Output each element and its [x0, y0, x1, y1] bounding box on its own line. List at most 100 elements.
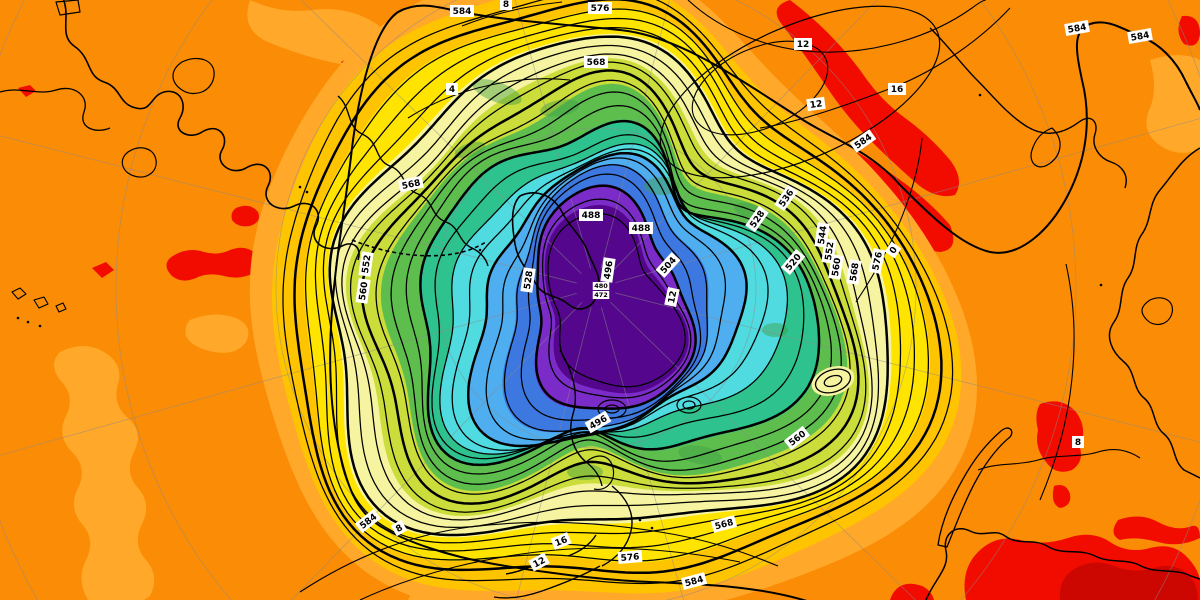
- label-text: 568: [401, 178, 421, 192]
- label-box: [710, 515, 738, 533]
- aux-contour-label: 12: [794, 38, 812, 50]
- label-box: [1064, 20, 1090, 36]
- meridian-line: [610, 301, 917, 600]
- island-dot: [26, 320, 30, 324]
- height-contour-label: 568: [846, 259, 862, 285]
- label-text: 8: [1075, 438, 1081, 448]
- meridian-line: [609, 0, 878, 274]
- meridian-line: [514, 0, 591, 269]
- label-box: [629, 222, 653, 234]
- height-contour: [304, 8, 930, 562]
- aux-contour: [461, 1, 563, 27]
- height-band-dark_purple: [544, 205, 689, 394]
- label-box: [584, 56, 608, 68]
- red-patch: [1036, 401, 1084, 472]
- island-dot: [16, 316, 20, 320]
- height-contour-label: 568: [710, 515, 738, 533]
- aux-closed-contour: [659, 5, 941, 179]
- height-contour: [419, 119, 821, 467]
- coastline-path: [937, 427, 1013, 548]
- label-text: 12: [667, 290, 679, 304]
- island-dot: [305, 190, 309, 194]
- coastline-path: [337, 95, 489, 267]
- island-dot: [38, 324, 42, 328]
- meridian-line: [300, 0, 582, 275]
- red-patch: [92, 262, 114, 278]
- coastline-path: [1141, 297, 1174, 326]
- height-contour: [334, 44, 880, 529]
- label-text: 584: [1067, 23, 1087, 36]
- height-contour: [349, 61, 867, 513]
- label-text: 472: [594, 291, 608, 299]
- label-text: 8: [503, 0, 509, 10]
- aux-contour-label: 12: [664, 286, 680, 308]
- label-box: [655, 252, 681, 278]
- label-box: [500, 0, 512, 10]
- red-patch: [776, 0, 959, 197]
- label-box: [780, 248, 806, 276]
- aux-contour: [359, 547, 741, 600]
- height-contour: [282, 0, 954, 585]
- label-text: 496: [603, 260, 616, 280]
- label-box: [446, 83, 458, 95]
- island-dot: [978, 93, 982, 97]
- contour-584: [329, 4, 1200, 600]
- coastline-path: [511, 192, 600, 310]
- height-contour: [375, 79, 851, 495]
- label-box: [450, 5, 474, 17]
- label-text: 4: [449, 85, 455, 95]
- coastline-path: [11, 287, 67, 313]
- aux-contour-label: 8: [1072, 436, 1084, 448]
- height-contour-label: 584: [1064, 20, 1090, 36]
- label-box: [664, 286, 680, 308]
- high-cell-ring: [823, 374, 843, 388]
- label-box: [849, 129, 877, 153]
- low-cell-ring: [604, 404, 620, 414]
- label-text: 12: [809, 99, 823, 111]
- label-text: 552: [361, 254, 374, 274]
- height-contour: [467, 151, 748, 448]
- label-box: [520, 267, 536, 293]
- aux-contour-label: 12: [806, 96, 826, 112]
- light-orange-patch: [185, 314, 249, 353]
- vegetation-mottle: [472, 79, 522, 105]
- label-box: [355, 278, 371, 304]
- low-cell-ring: [676, 396, 702, 414]
- height-contour-label: 544: [814, 222, 830, 248]
- label-text: 584: [453, 7, 472, 17]
- aux-contour: [299, 521, 779, 593]
- meridian-line: [600, 0, 670, 269]
- red-patch: [1052, 485, 1071, 508]
- label-box: [584, 410, 612, 434]
- height-contour-label: 488: [629, 222, 653, 234]
- label-box: [680, 572, 708, 590]
- label-box: [794, 38, 812, 50]
- label-text: 488: [582, 211, 601, 221]
- label-box: [588, 2, 612, 14]
- coastline-path: [55, 0, 81, 16]
- island-dot: [298, 185, 302, 189]
- low-cell-ring: [597, 399, 627, 419]
- label-box: [774, 184, 798, 212]
- label-box: [354, 508, 382, 534]
- height-contour: [405, 104, 833, 475]
- label-text: 576: [591, 4, 610, 14]
- label-box: [1127, 28, 1153, 44]
- aux-contour: [687, 0, 987, 53]
- label-text: 576: [871, 251, 885, 271]
- light-orange-patch: [54, 346, 155, 600]
- coastline-path: [172, 57, 215, 95]
- height-contour-label: 488: [579, 209, 603, 221]
- red-patch: [1178, 15, 1200, 46]
- label-text: 568: [849, 262, 862, 282]
- label-text: 16: [891, 85, 904, 95]
- contour-layer: [282, 0, 1200, 600]
- height-contour: [341, 53, 873, 521]
- coastline-path: [493, 565, 601, 599]
- height-contour: [328, 35, 889, 537]
- parallel-line: [275, 0, 917, 600]
- label-box: [579, 209, 603, 221]
